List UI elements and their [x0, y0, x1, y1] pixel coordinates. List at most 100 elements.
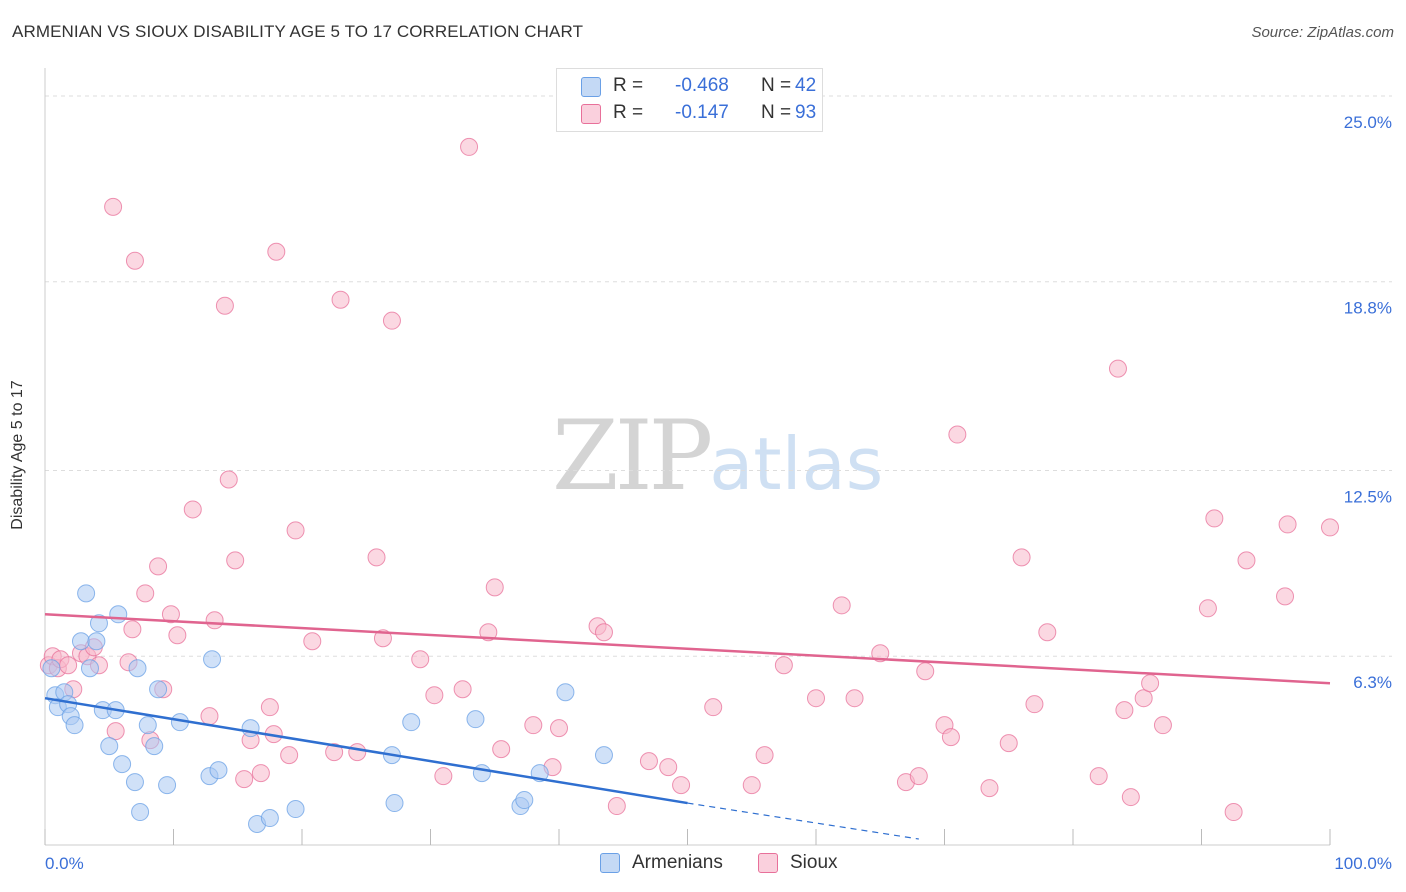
armenians-legend-swatch: [600, 853, 620, 873]
n-value: 42: [795, 75, 817, 96]
sioux-point: [1108, 359, 1127, 378]
sioux-point: [215, 296, 234, 315]
armenians-point: [209, 761, 228, 780]
sioux-point: [672, 776, 691, 795]
r-label: R =: [613, 75, 644, 96]
sioux-point: [1134, 689, 1153, 708]
sioux-point: [1025, 695, 1044, 714]
armenians-point: [556, 683, 575, 702]
sioux-point: [594, 623, 613, 642]
sioux-point: [948, 425, 967, 444]
x-tick-label: 0.0%: [45, 854, 84, 873]
armenians-point: [402, 713, 421, 732]
armenians-point: [113, 755, 132, 774]
armenians-point: [71, 632, 90, 651]
sioux-point: [136, 584, 155, 603]
sioux-point: [871, 644, 890, 663]
sioux-point: [251, 764, 270, 783]
n-label: N =: [761, 75, 792, 96]
sioux-point: [460, 137, 479, 156]
r-label: R =: [613, 102, 644, 123]
watermark: ZIPatlas: [552, 400, 883, 512]
armenian-points: [42, 584, 613, 834]
sioux-point: [453, 680, 472, 699]
armenians-point: [131, 803, 150, 822]
sioux-point: [1089, 767, 1108, 786]
sioux-point: [205, 611, 224, 630]
sioux-point: [226, 551, 245, 570]
sioux-point: [425, 686, 444, 705]
armenians-point: [158, 776, 177, 795]
y-tick-label: 25.0%: [1344, 113, 1392, 132]
sioux-point: [123, 620, 142, 639]
armenians-point: [80, 659, 99, 678]
armenians-point: [260, 809, 279, 828]
sioux-point: [916, 662, 935, 681]
sioux-point: [168, 626, 187, 645]
armenians-trend-extension: [687, 802, 919, 840]
armenians-point: [109, 605, 128, 624]
y-tick-label: 6.3%: [1353, 673, 1392, 692]
armenians-point: [466, 710, 485, 729]
sioux-point: [200, 707, 219, 726]
watermark-atlas: atlas: [709, 422, 884, 506]
sioux-point: [845, 689, 864, 708]
armenians-point: [138, 716, 157, 735]
n-label: N =: [761, 102, 792, 123]
armenians-point: [203, 650, 222, 669]
sioux-point: [280, 746, 299, 765]
armenians-point: [77, 584, 96, 603]
armenians-swatch: [581, 77, 601, 97]
chart-title: ARMENIAN VS SIOUX DISABILITY AGE 5 TO 17…: [12, 22, 584, 41]
sioux-point: [1115, 701, 1134, 720]
sioux-point: [331, 290, 350, 309]
armenians-point: [65, 716, 84, 735]
sioux-point: [325, 743, 344, 762]
sioux-trend-line: [44, 613, 1331, 685]
armenians-point: [594, 746, 613, 765]
sioux-point: [774, 656, 793, 675]
armenians-point: [42, 659, 61, 678]
sioux-point: [1198, 599, 1217, 618]
sioux-point: [59, 656, 78, 675]
sioux-point: [704, 698, 723, 717]
armenians-point: [89, 614, 108, 633]
sioux-point: [941, 728, 960, 747]
sioux-point: [980, 779, 999, 798]
sioux-point: [492, 740, 511, 759]
sioux-point: [260, 698, 279, 717]
watermark-zip: ZIP: [552, 400, 713, 512]
armenians-point: [145, 737, 164, 756]
x-tick-label: 100.0%: [1334, 854, 1392, 873]
r-value: -0.468: [675, 75, 729, 96]
sioux-point: [183, 500, 202, 519]
sioux-point: [479, 623, 498, 642]
sioux-point: [367, 548, 386, 567]
sioux-legend-swatch: [758, 853, 778, 873]
sioux-point: [434, 767, 453, 786]
n-value: 93: [795, 102, 817, 123]
sioux-points: [39, 137, 1339, 822]
y-tick-label: 18.8%: [1344, 299, 1392, 318]
armenians-point: [515, 791, 534, 810]
armenians-trend-line: [44, 696, 688, 805]
armenians-point: [472, 764, 491, 783]
sioux-point: [550, 719, 568, 738]
sioux-point: [1038, 623, 1057, 642]
sioux-point: [832, 596, 851, 615]
sioux-point: [267, 242, 286, 261]
sioux-point: [104, 197, 123, 216]
sioux-point: [219, 470, 238, 489]
sioux-point: [125, 251, 144, 270]
sioux-point: [607, 797, 626, 816]
armenians-point: [100, 737, 119, 756]
sioux-point: [373, 629, 392, 648]
sioux-point: [909, 767, 928, 786]
armenians-point: [128, 659, 147, 678]
sioux-point: [382, 311, 401, 330]
sioux-point: [1237, 551, 1256, 570]
sioux-point: [1224, 803, 1243, 822]
source-label: Source: ZipAtlas.com: [1251, 24, 1394, 41]
sioux-point: [348, 743, 367, 762]
